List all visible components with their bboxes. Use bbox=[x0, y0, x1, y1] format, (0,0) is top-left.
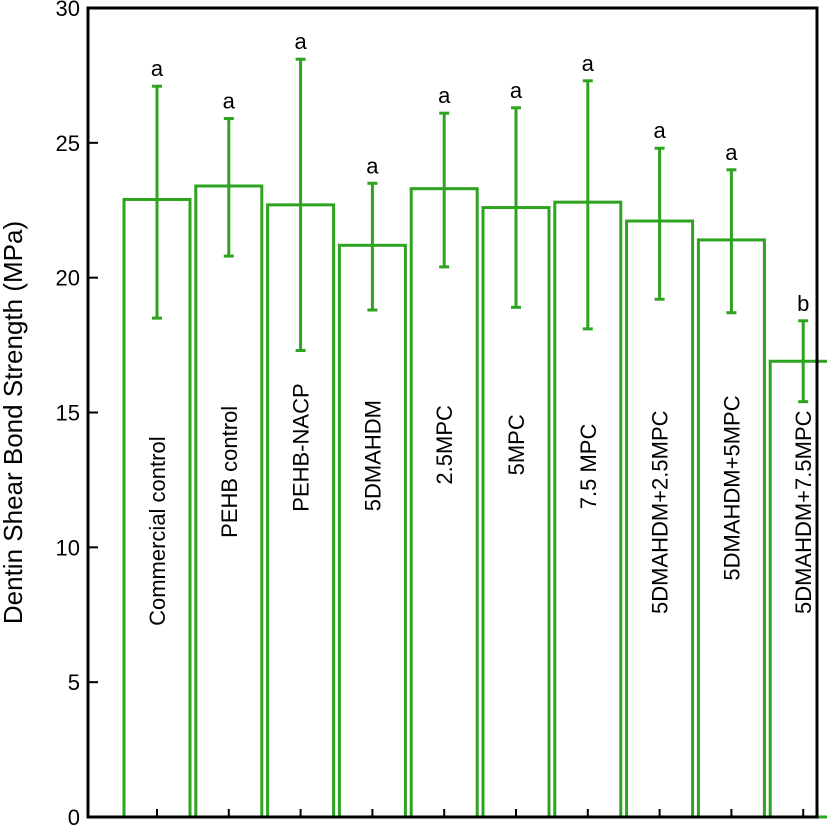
bar bbox=[409, 187, 479, 819]
significance-letter: a bbox=[725, 140, 738, 165]
significance-letter: a bbox=[151, 56, 164, 81]
bar-category-label: 7.5 MPC bbox=[576, 424, 601, 510]
bar-category-label: 2.5MPC bbox=[432, 405, 457, 485]
y-tick-label: 20 bbox=[56, 266, 80, 291]
error-bars bbox=[152, 57, 809, 404]
y-tick-label: 5 bbox=[68, 670, 80, 695]
significance-letter: a bbox=[582, 51, 595, 76]
bar-category-label: 5DMAHDM bbox=[360, 400, 385, 511]
bar-category-label: PEHB-NACP bbox=[289, 383, 314, 511]
significance-letter: a bbox=[653, 118, 666, 143]
significance-letter: b bbox=[797, 291, 809, 316]
y-tick-label: 10 bbox=[56, 535, 80, 560]
bar-category-label: PEHB control bbox=[217, 406, 242, 538]
bar-category-labels: Commercial control PEHB control PEHB-NACP 5… bbox=[145, 383, 816, 626]
bar-category-label: 5DMAHDM+5MPC bbox=[719, 395, 744, 580]
significance-letter: a bbox=[294, 29, 307, 54]
y-tick-label: 30 bbox=[56, 0, 80, 21]
significance-letter: a bbox=[438, 83, 451, 108]
bar-category-label: 5MPC bbox=[504, 414, 529, 475]
bar bbox=[625, 219, 695, 819]
bar-category-label: 5DMAHDM+7.5MPC bbox=[791, 410, 816, 614]
y-tick-label: 0 bbox=[68, 805, 80, 827]
bar-category-label: Commercial control bbox=[145, 436, 170, 626]
plot-frame bbox=[86, 6, 819, 819]
significance-labels: a a a a a a a a a b bbox=[151, 29, 809, 316]
significance-letter: a bbox=[510, 78, 523, 103]
bar-category-label: 5DMAHDM+2.5MPC bbox=[648, 410, 673, 614]
bar bbox=[337, 243, 407, 819]
y-axis-title: Dentin Shear Bond Strength (MPa) bbox=[0, 221, 28, 624]
y-tick-label: 15 bbox=[56, 401, 80, 426]
significance-letter: a bbox=[366, 153, 379, 178]
y-tick-label: 25 bbox=[56, 131, 80, 156]
bars bbox=[122, 184, 827, 819]
y-axis: 0 5 10 15 20 25 30 bbox=[56, 0, 98, 827]
significance-letter: a bbox=[223, 89, 236, 114]
